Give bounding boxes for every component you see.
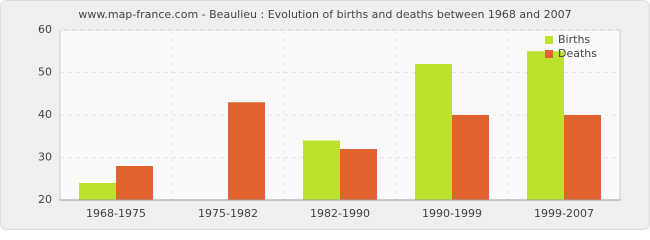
legend-swatch bbox=[545, 50, 553, 58]
bar bbox=[303, 140, 340, 200]
x-tick-label: 1990-1999 bbox=[422, 207, 482, 220]
legend-label: Births bbox=[558, 33, 590, 46]
x-tick-label: 1999-2007 bbox=[534, 207, 594, 220]
x-tick-label: 1975-1982 bbox=[198, 207, 258, 220]
x-tick-label: 1968-1975 bbox=[86, 207, 146, 220]
legend-swatch bbox=[545, 36, 553, 44]
x-tick-label: 1982-1990 bbox=[310, 207, 370, 220]
bar bbox=[79, 183, 116, 200]
y-tick-label: 30 bbox=[38, 151, 52, 164]
legend-label: Deaths bbox=[558, 47, 597, 60]
chart: www.map-france.com - Beaulieu : Evolutio… bbox=[0, 0, 650, 230]
bar bbox=[415, 64, 452, 200]
y-tick-label: 50 bbox=[38, 66, 52, 79]
chart-title: www.map-france.com - Beaulieu : Evolutio… bbox=[78, 8, 571, 21]
bar bbox=[452, 115, 489, 200]
bar bbox=[340, 149, 377, 200]
y-tick-label: 60 bbox=[38, 23, 52, 36]
y-tick-label: 40 bbox=[38, 108, 52, 121]
bar bbox=[527, 51, 564, 200]
y-tick-label: 20 bbox=[38, 193, 52, 206]
bar bbox=[116, 166, 153, 200]
bar bbox=[564, 115, 601, 200]
bar bbox=[228, 102, 265, 200]
